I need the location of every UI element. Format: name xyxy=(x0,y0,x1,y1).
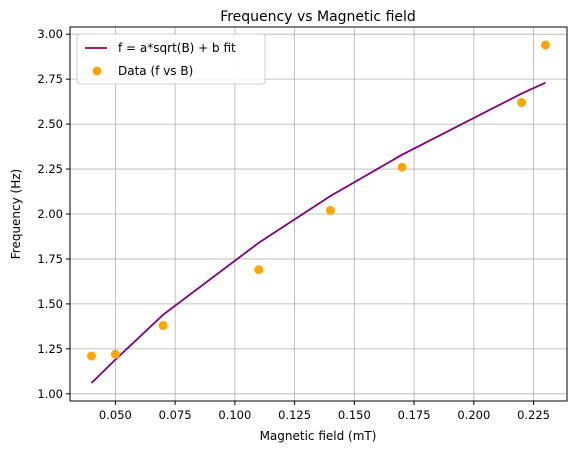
data-point xyxy=(540,40,550,50)
y-tick-label: 1.50 xyxy=(37,297,63,311)
y-tick-label: 1.25 xyxy=(37,342,63,356)
fit-line xyxy=(90,81,546,384)
y-tick-label: 1.75 xyxy=(37,252,63,266)
data-point xyxy=(254,265,264,275)
x-axis: 0.050 0.075 0.100 0.125 0.150 0.175 0.200 0.225 xyxy=(99,401,550,422)
x-axis-title: Magnetic field (mT) xyxy=(260,429,377,443)
y-axis-title: Frequency (Hz) xyxy=(9,169,23,260)
series-layer xyxy=(87,40,550,384)
x-tick-label: 0.050 xyxy=(99,408,132,422)
legend-box xyxy=(76,33,266,85)
data-point xyxy=(158,320,168,330)
y-tick-label: 2.25 xyxy=(37,162,63,176)
chart-title: Frequency vs Magnetic field xyxy=(220,9,416,25)
y-tick-label: 2.00 xyxy=(37,207,63,221)
data-point xyxy=(325,205,335,215)
y-axis: 1.00 1.25 1.50 1.75 2.00 2.25 2.50 2.75 3.00 xyxy=(37,27,70,401)
x-tick-label: 0.225 xyxy=(517,408,550,422)
data-point xyxy=(517,98,527,108)
y-tick-label: 2.75 xyxy=(37,72,63,86)
y-tick-label: 1.00 xyxy=(37,387,63,401)
legend-label-fit: f = a*sqrt(B) + b fit xyxy=(118,41,236,55)
y-tick-label: 2.50 xyxy=(37,117,63,131)
grid xyxy=(70,27,567,401)
data-point xyxy=(87,351,97,361)
legend: f = a*sqrt(B) + b fit Data (f vs B) xyxy=(76,33,266,85)
x-tick-label: 0.100 xyxy=(218,408,251,422)
x-tick-label: 0.125 xyxy=(278,408,311,422)
y-tick-label: 3.00 xyxy=(37,27,63,41)
x-tick-label: 0.075 xyxy=(159,408,192,422)
data-point xyxy=(397,162,407,172)
x-tick-label: 0.200 xyxy=(457,408,490,422)
data-point xyxy=(110,349,120,359)
x-tick-label: 0.175 xyxy=(398,408,431,422)
legend-label-data: Data (f vs B) xyxy=(118,64,193,78)
x-tick-label: 0.150 xyxy=(338,408,371,422)
legend-marker-swatch xyxy=(92,66,102,76)
